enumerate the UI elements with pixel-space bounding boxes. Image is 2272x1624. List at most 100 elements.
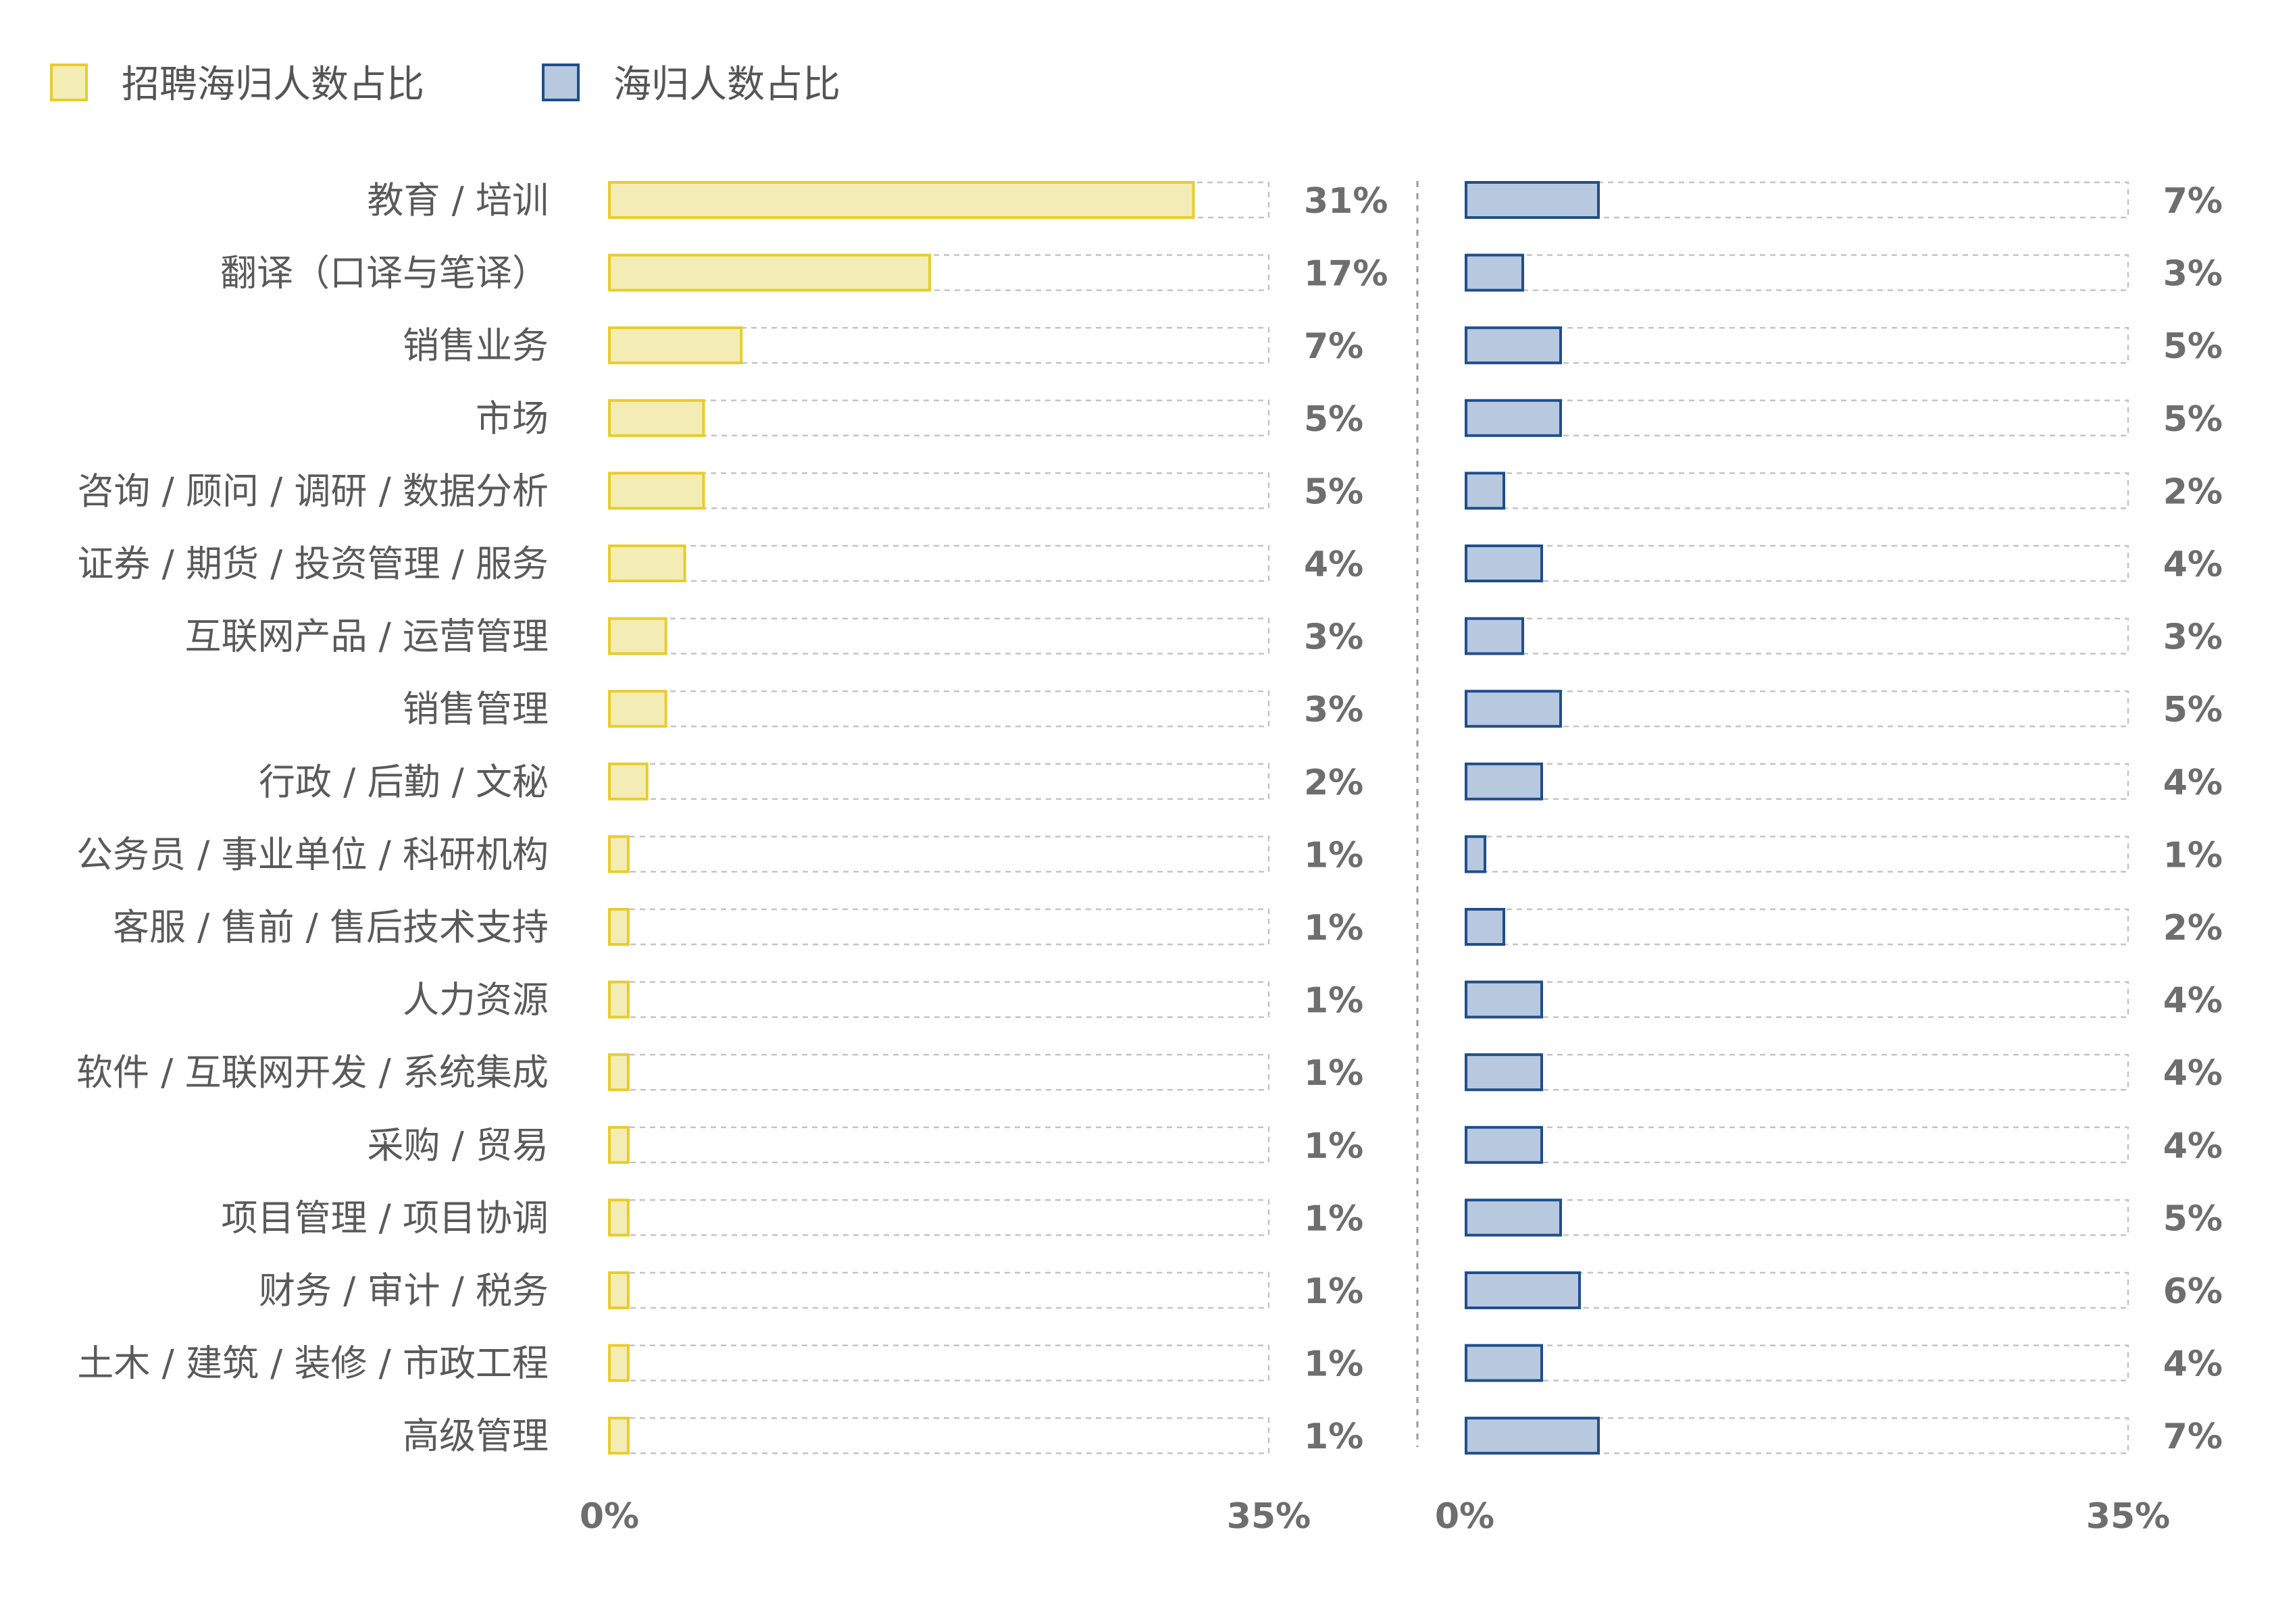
category-label: 高级管理 (403, 1415, 549, 1457)
bar-row: 采购 / 贸易 1% 4% (367, 1124, 2223, 1167)
bar-recruit (608, 980, 630, 1019)
bar-returnee (1465, 690, 1562, 728)
bar-returnee (1465, 399, 1562, 437)
bar-track (608, 544, 1270, 582)
bar-row: 市场 5% 5% (476, 397, 2223, 440)
bar-track (608, 1417, 1270, 1454)
bar-returnee (1465, 544, 1543, 582)
bar-returnee (1465, 1417, 1600, 1455)
category-label: 财务 / 审计 / 税务 (259, 1269, 549, 1312)
bar-returnee (1465, 253, 1524, 292)
bar-track (608, 472, 1270, 509)
category-label: 软件 / 互联网开发 / 系统集成 (76, 1051, 549, 1094)
value-label-returnee: 5% (2163, 399, 2223, 440)
bar-track (1465, 254, 2129, 291)
bar-returnee (1465, 908, 1505, 946)
category-label: 人力资源 (403, 979, 549, 1021)
tick-label-right-min: 0% (1435, 1496, 1494, 1537)
bar-track (1465, 399, 2129, 437)
value-label-recruit: 3% (1304, 617, 1363, 658)
bar-track (608, 617, 1270, 655)
bar-track (1465, 1126, 2129, 1164)
bar-row: 教育 / 培训 31% 7% (367, 179, 2223, 222)
bar-row: 销售业务 7% 5% (403, 324, 2223, 367)
bar-returnee (1465, 326, 1562, 365)
bar-row: 证券 / 期货 / 投资管理 / 服务 4% 4% (77, 542, 2223, 585)
tick-label-left-max: 35% (1227, 1496, 1311, 1537)
bar-track (608, 1053, 1270, 1091)
value-label-returnee: 3% (2163, 617, 2223, 658)
value-label-recruit: 1% (1304, 1198, 1363, 1239)
tick-label-right-max: 35% (2086, 1496, 2170, 1537)
category-label: 采购 / 贸易 (367, 1124, 549, 1167)
bar-track (608, 399, 1270, 437)
value-label-recruit: 1% (1304, 1053, 1363, 1094)
bar-recruit (608, 835, 630, 873)
category-label: 翻译（口译与笔译） (220, 252, 549, 295)
value-label-returnee: 4% (2163, 1053, 2223, 1094)
value-label-recruit: 31% (1304, 181, 1388, 222)
bar-returnee (1465, 1198, 1562, 1237)
bar-track (608, 1199, 1270, 1236)
bar-recruit (608, 253, 932, 292)
bar-row: 软件 / 互联网开发 / 系统集成 1% 4% (76, 1051, 2223, 1094)
bar-track (1465, 1271, 2129, 1309)
bar-row: 销售管理 3% 5% (403, 688, 2223, 730)
value-label-returnee: 4% (2163, 763, 2223, 803)
value-label-recruit: 2% (1304, 763, 1363, 803)
category-label: 证券 / 期货 / 投资管理 / 服务 (77, 542, 549, 585)
category-label: 土木 / 建筑 / 装修 / 市政工程 (77, 1342, 549, 1385)
bar-track (1465, 908, 2129, 946)
bar-recruit (608, 1417, 630, 1455)
bar-track (608, 690, 1270, 728)
bar-recruit (608, 1344, 630, 1382)
legend-label-returnee: 海归人数占比 (613, 63, 840, 107)
category-label: 咨询 / 顾问 / 调研 / 数据分析 (77, 470, 549, 512)
bar-recruit (608, 1198, 630, 1237)
value-label-recruit: 1% (1304, 1417, 1363, 1457)
bar-returnee (1465, 1125, 1543, 1164)
value-label-recruit: 1% (1304, 908, 1363, 948)
bar-recruit (608, 544, 686, 582)
bar-track (608, 981, 1270, 1018)
bar-recruit (608, 908, 630, 946)
bar-track (1465, 981, 2129, 1018)
value-label-returnee: 4% (2163, 1126, 2223, 1167)
bar-track (608, 908, 1270, 946)
bar-returnee (1465, 1344, 1543, 1382)
bar-track (1465, 472, 2129, 509)
bar-row: 土木 / 建筑 / 装修 / 市政工程 1% 4% (77, 1342, 2223, 1385)
bar-row: 人力资源 1% 4% (403, 979, 2223, 1021)
legend-label-recruit: 招聘海归人数占比 (122, 63, 424, 107)
bar-track (608, 1271, 1270, 1309)
bar-returnee (1465, 980, 1543, 1019)
bar-track (1465, 181, 2129, 219)
bar-track (1465, 544, 2129, 582)
bar-row: 互联网产品 / 运营管理 3% 3% (184, 615, 2223, 658)
value-label-returnee: 1% (2163, 835, 2223, 876)
legend-swatch-recruit (50, 64, 88, 101)
bar-returnee (1465, 181, 1600, 219)
value-label-returnee: 4% (2163, 1344, 2223, 1385)
value-label-returnee: 5% (2163, 1198, 2223, 1239)
value-label-returnee: 2% (2163, 472, 2223, 512)
value-label-returnee: 5% (2163, 326, 2223, 367)
bar-track (1465, 763, 2129, 801)
bar-row: 客服 / 售前 / 售后技术支持 1% 2% (113, 906, 2223, 948)
value-label-returnee: 7% (2163, 181, 2223, 222)
value-label-recruit: 1% (1304, 1344, 1363, 1385)
bar-row: 咨询 / 顾问 / 调研 / 数据分析 5% 2% (77, 470, 2223, 512)
bar-returnee (1465, 1271, 1581, 1309)
bar-track (1465, 617, 2129, 655)
value-label-recruit: 1% (1304, 1126, 1363, 1167)
bar-recruit (608, 690, 667, 728)
bar-track (1465, 690, 2129, 728)
bar-track (608, 763, 1270, 801)
value-label-recruit: 5% (1304, 399, 1363, 440)
value-label-returnee: 2% (2163, 908, 2223, 948)
bar-recruit (608, 1125, 630, 1164)
bar-row: 翻译（口译与笔译） 17% 3% (220, 252, 2223, 295)
value-label-returnee: 4% (2163, 981, 2223, 1021)
bar-track (1465, 1344, 2129, 1381)
